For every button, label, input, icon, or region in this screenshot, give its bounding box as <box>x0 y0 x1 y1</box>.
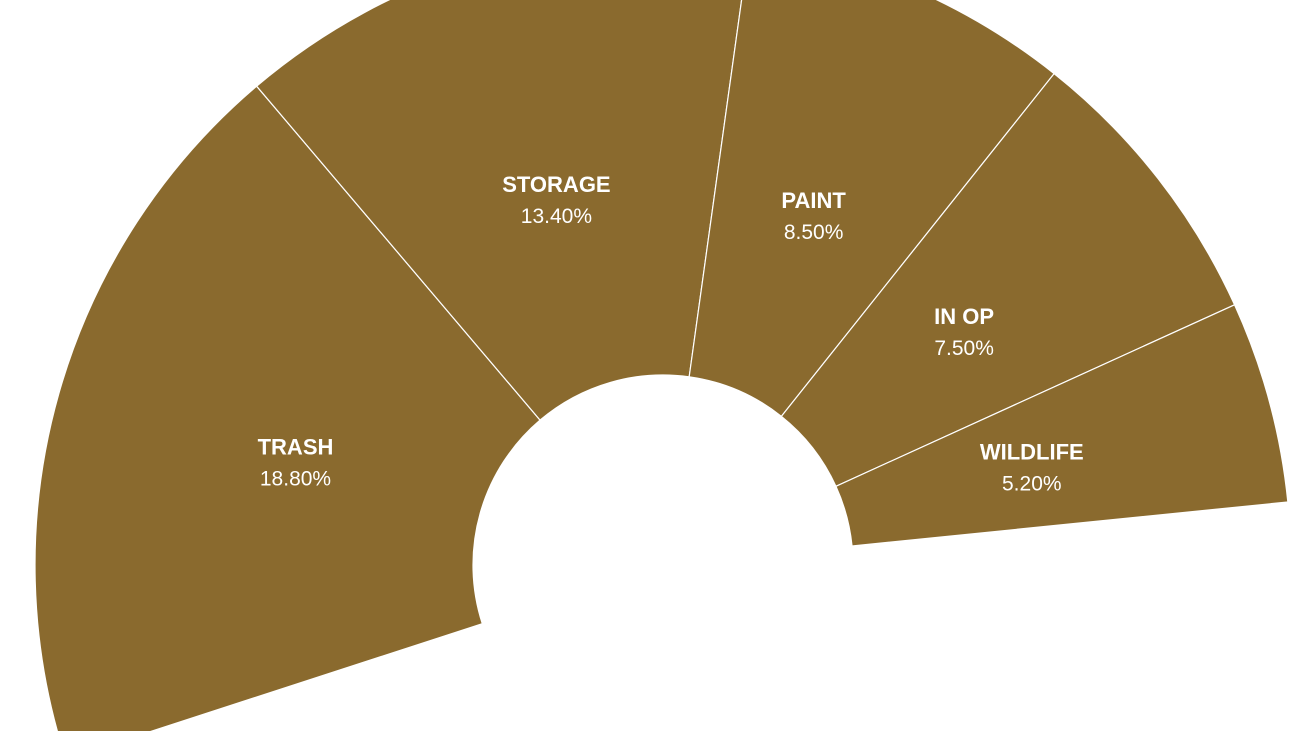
slice-value-paint: 8.50% <box>784 221 844 244</box>
slice-storage <box>255 0 743 421</box>
chart-labels: TRASH 18.80% STORAGE 13.40% PAINT 8.50% IN OP 7… <box>258 172 1084 495</box>
slice-label-paint: PAINT <box>781 188 846 213</box>
slice-value-wildlife: 5.20% <box>1002 472 1062 495</box>
slice-label-wildlife: WILDLIFE <box>980 439 1084 464</box>
slice-value-trash: 18.80% <box>260 468 331 491</box>
slice-label-in-op: IN OP <box>934 304 994 329</box>
slice-label-trash: TRASH <box>258 435 334 460</box>
slice-trash <box>34 85 541 731</box>
slice-value-storage: 13.40% <box>521 205 592 228</box>
slice-wildlife <box>835 303 1289 547</box>
chart-slices <box>34 0 1289 731</box>
slice-value-in-op: 7.50% <box>934 337 994 360</box>
slice-label-storage: STORAGE <box>502 172 610 197</box>
slice-in-op <box>780 72 1236 488</box>
slice-paint <box>688 0 1055 418</box>
